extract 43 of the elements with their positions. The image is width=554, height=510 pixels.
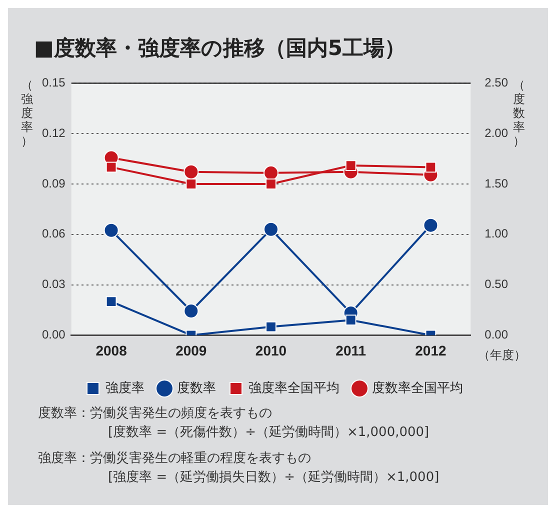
- legend-label: 度数率全国平均: [372, 380, 463, 396]
- y2-tick-label: 2.50: [484, 76, 508, 90]
- y2-tick-label: 0.00: [484, 328, 508, 342]
- point: [184, 164, 199, 180]
- y-tick-label: 0.00: [42, 328, 66, 342]
- point: [266, 321, 276, 332]
- point: [106, 162, 117, 173]
- y2-axis-title: （度数率）: [512, 78, 526, 148]
- x-tick-label: 2008: [96, 342, 128, 358]
- legend-label: 度数率: [177, 380, 216, 396]
- point: [264, 165, 278, 180]
- point: [264, 222, 278, 237]
- point: [106, 296, 117, 308]
- chart-title: ■度数率・強度率の推移（国内5工場）: [34, 35, 406, 62]
- y-tick-label: 0.15: [42, 76, 66, 90]
- y2-tick-label: 2.00: [484, 126, 508, 140]
- legend-label: 強度率全国平均: [248, 380, 340, 396]
- point: [423, 218, 438, 233]
- x-tick-label: 2010: [255, 342, 287, 358]
- y-tick-label: 0.06: [42, 226, 66, 241]
- point: [425, 162, 436, 173]
- point: [184, 304, 199, 319]
- y2-tick-label: 1.00: [484, 226, 508, 241]
- point: [186, 178, 197, 190]
- point: [266, 178, 276, 190]
- y-tick-label: 0.03: [42, 277, 66, 292]
- point: [345, 314, 356, 326]
- point: [345, 160, 356, 171]
- x-axis-title: （年度）: [478, 347, 526, 364]
- text: [強度率 =（延労働損失日数）÷（延労働時間）×1,000]: [107, 469, 440, 487]
- legend-label: 強度率: [106, 380, 144, 396]
- text: 度数率：労働災害発生の頻度を表すもの: [38, 405, 273, 423]
- x-tick-label: 2012: [415, 342, 446, 358]
- y-tick-label: 0.12: [42, 126, 66, 140]
- y2-tick-label: 0.50: [484, 277, 508, 292]
- y-axis-title: （強度率）: [20, 78, 34, 148]
- x-tick-label: 2009: [176, 342, 207, 358]
- x-tick-label: 2011: [336, 342, 366, 358]
- point: [104, 222, 119, 238]
- y-tick-label: 0.09: [42, 176, 66, 190]
- y2-tick-label: 1.50: [484, 176, 508, 190]
- text: [度数率 =（死傷件数）÷（延労働時間）×1,000,000]: [107, 424, 430, 442]
- text: 強度率：労働災害発生の軽重の程度を表すもの: [38, 450, 312, 468]
